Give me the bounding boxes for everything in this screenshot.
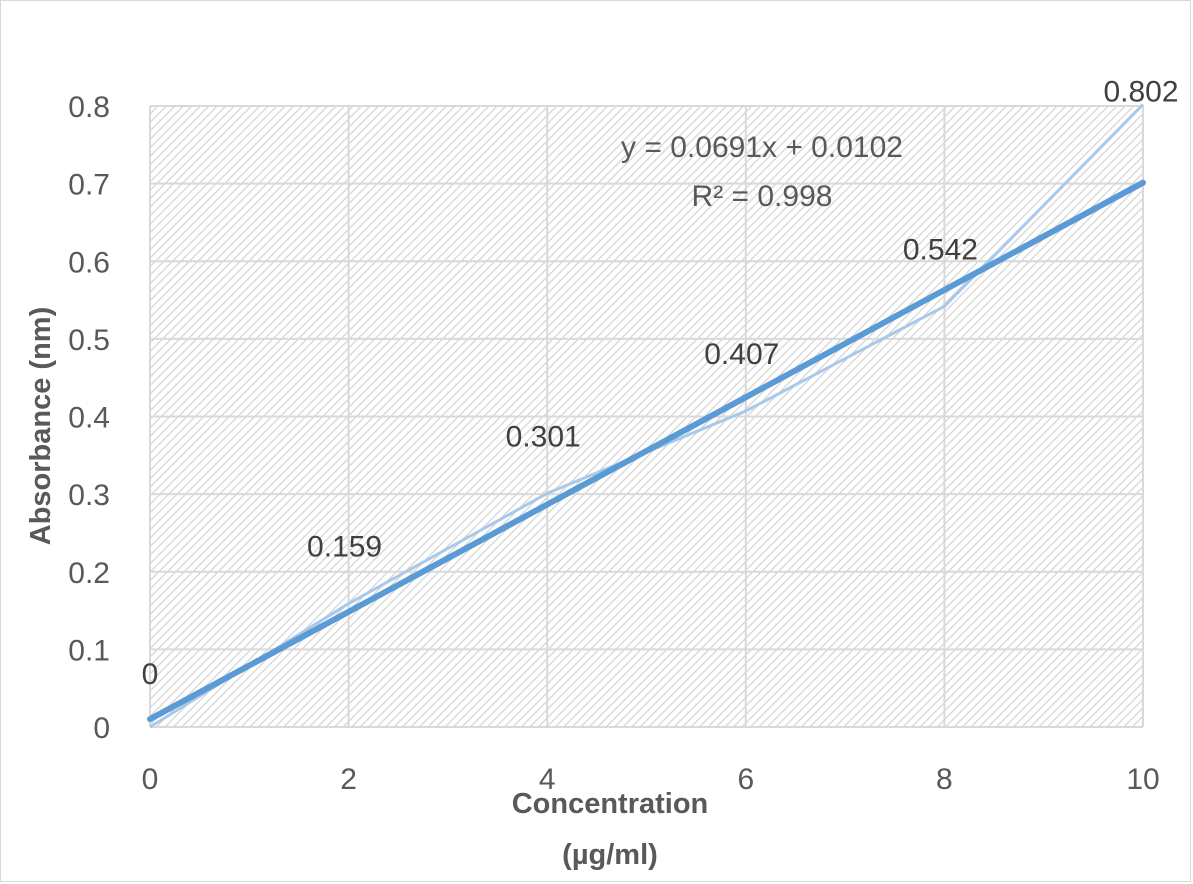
x-tick-label: 6 — [737, 763, 754, 796]
y-tick-label: 0.2 — [68, 557, 110, 590]
data-label: 0 — [142, 658, 159, 691]
y-tick-label: 0 — [93, 712, 110, 745]
trendline — [147, 179, 1146, 723]
y-tick-label: 0.4 — [68, 402, 110, 435]
x-axis-title-line2: (µg/ml) — [562, 839, 658, 871]
x-tick-label: 10 — [1126, 763, 1159, 796]
y-tick-label: 0.3 — [68, 479, 110, 512]
y-tick-label: 0.6 — [68, 246, 110, 279]
trendline-equation: y = 0.0691x + 0.0102 — [621, 131, 903, 164]
x-tick-label: 4 — [539, 763, 556, 796]
data-label: 0.802 — [1103, 75, 1178, 108]
x-tick-label: 0 — [142, 763, 159, 796]
data-label: 0.407 — [704, 338, 779, 371]
trendline-r-squared: R² = 0.998 — [692, 180, 833, 213]
y-tick-label: 0.8 — [68, 91, 110, 124]
x-tick-label: 2 — [340, 763, 357, 796]
x-axis-title-line1: Concentration — [512, 788, 709, 820]
y-tick-label: 0.1 — [68, 634, 110, 667]
data-label: 0.159 — [307, 531, 382, 564]
data-label: 0.301 — [506, 420, 581, 453]
data-label: 0.542 — [903, 233, 978, 266]
y-tick-label: 0.5 — [68, 324, 110, 357]
y-tick-label: 0.7 — [68, 169, 110, 202]
y-axis-title: Absorbance (nm) — [25, 307, 57, 545]
x-tick-label: 8 — [936, 763, 953, 796]
